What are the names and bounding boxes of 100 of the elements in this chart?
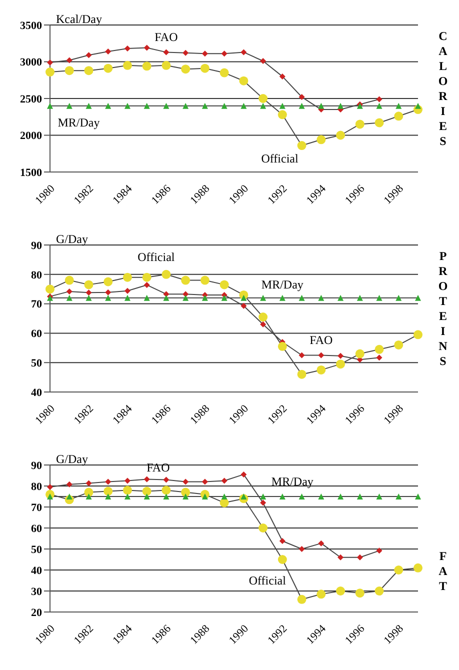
point (124, 294, 130, 301)
point (86, 294, 92, 301)
y-tick-label: 1500 (20, 166, 42, 179)
point (142, 62, 152, 71)
point (260, 294, 266, 301)
point (279, 102, 286, 109)
y-tick-label: 60 (31, 522, 42, 535)
point (356, 494, 363, 500)
point (240, 294, 247, 301)
point (338, 554, 344, 560)
point (104, 277, 113, 286)
point (66, 494, 72, 500)
point (239, 76, 248, 86)
point (124, 478, 130, 484)
point (163, 102, 170, 109)
y-tick-label: 40 (31, 386, 42, 399)
point (240, 49, 247, 56)
y-axis-title: G/Day (56, 232, 88, 247)
point (66, 288, 72, 294)
point (182, 478, 189, 485)
point (162, 486, 171, 495)
point (64, 66, 74, 76)
point (221, 102, 228, 109)
point (220, 498, 229, 508)
point (221, 294, 228, 301)
point (182, 102, 189, 109)
point (163, 494, 170, 500)
point (396, 494, 402, 500)
point (298, 294, 305, 301)
point (124, 494, 130, 500)
y-tick-label: 50 (31, 358, 42, 370)
point (298, 494, 305, 500)
point (355, 349, 364, 358)
point (318, 540, 324, 546)
point (298, 352, 305, 358)
y-tick-label: 20 (31, 606, 42, 619)
series-label: Official (248, 573, 287, 588)
point (182, 50, 189, 56)
point (86, 52, 92, 58)
point (47, 494, 53, 500)
point (260, 494, 266, 500)
point (66, 102, 72, 109)
series-label: Official (138, 250, 176, 264)
point (84, 280, 94, 290)
point (414, 330, 422, 340)
point (316, 135, 326, 144)
point (376, 294, 382, 301)
point (338, 494, 344, 500)
point (376, 96, 382, 102)
point (240, 471, 247, 478)
point (105, 102, 112, 109)
point (415, 494, 421, 500)
point (279, 294, 286, 301)
point (338, 102, 344, 109)
point (414, 563, 422, 572)
point (66, 294, 72, 301)
point (84, 66, 94, 76)
point (260, 500, 266, 506)
point (86, 480, 92, 486)
point (182, 294, 189, 301)
point (46, 68, 54, 77)
point (200, 276, 210, 285)
point (394, 112, 404, 121)
point (316, 590, 326, 599)
y-tick-label: 3000 (20, 56, 42, 69)
point (181, 64, 190, 74)
point (181, 488, 190, 497)
point (182, 494, 189, 500)
point (318, 294, 324, 301)
point (376, 548, 382, 554)
point (297, 141, 306, 150)
point (202, 50, 208, 57)
point (142, 272, 152, 282)
point (258, 312, 268, 322)
point (163, 49, 170, 56)
point (338, 352, 344, 359)
point (144, 494, 150, 500)
point (415, 294, 421, 301)
series-label: MR/Day (261, 278, 304, 292)
point (316, 365, 326, 374)
point (278, 555, 287, 564)
point (162, 60, 171, 70)
point (278, 342, 287, 351)
point (144, 44, 150, 51)
point (298, 546, 305, 552)
point (336, 360, 346, 369)
point (144, 476, 150, 482)
point (105, 48, 112, 54)
point (260, 58, 266, 64)
point (104, 64, 113, 73)
y-tick-label: 70 (31, 502, 42, 514)
point (46, 284, 54, 294)
y-tick-label: 80 (31, 480, 42, 493)
point (221, 478, 228, 484)
point (374, 586, 384, 596)
point (122, 272, 132, 282)
point (297, 370, 306, 379)
point (396, 102, 402, 109)
series-label: MR/Day (271, 474, 314, 488)
point (47, 59, 53, 66)
